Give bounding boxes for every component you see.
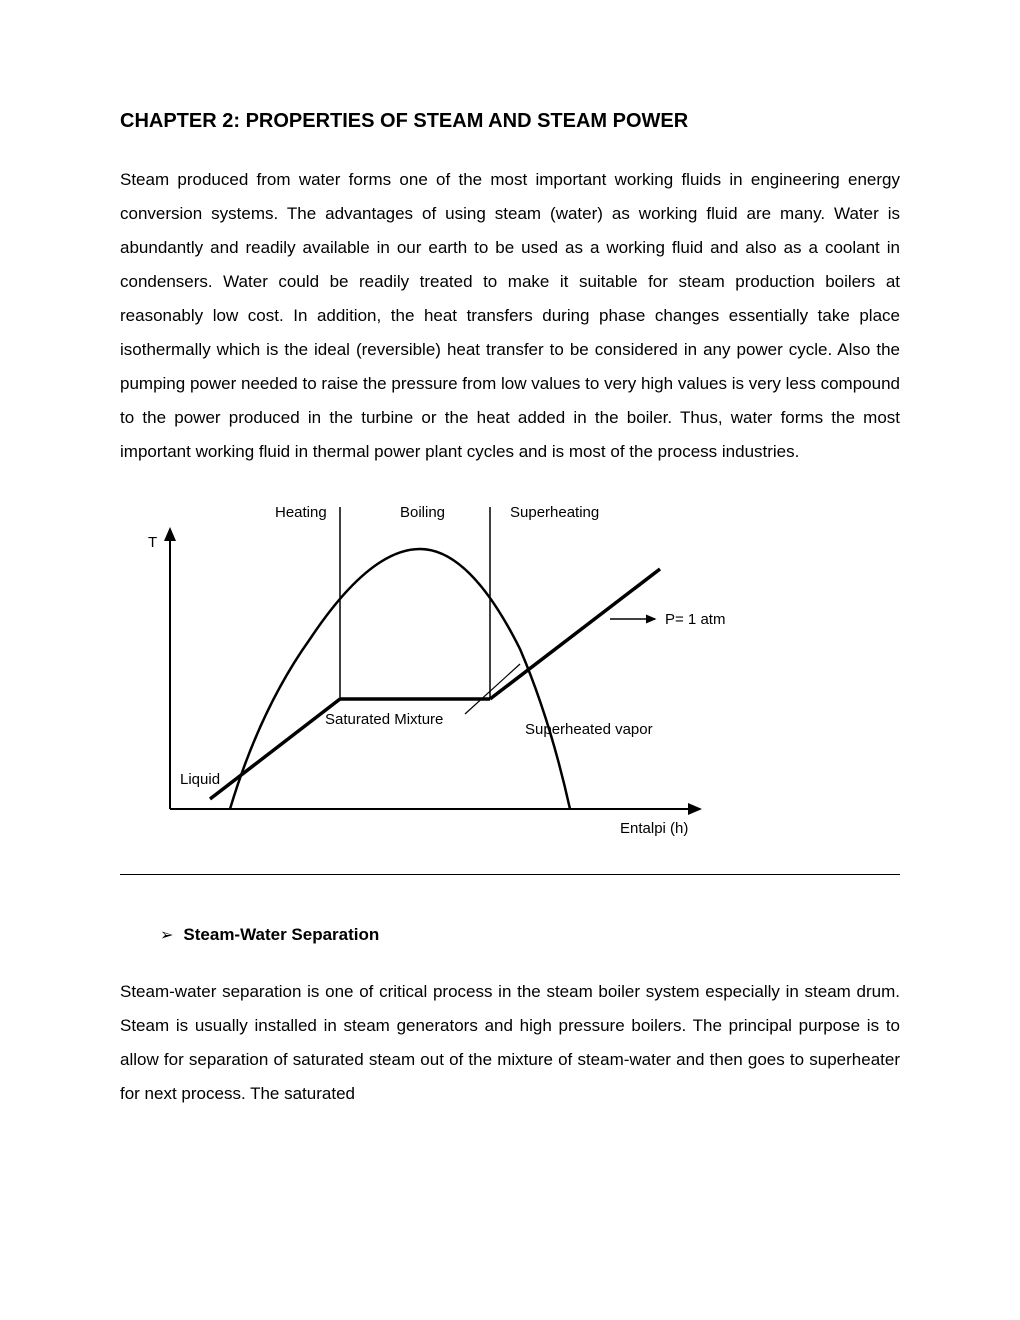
svg-text:Boiling: Boiling (400, 504, 445, 521)
paragraph-1: Steam produced from water forms one of t… (120, 163, 900, 469)
th-diagram: T Entalpi (h) Heating Boiling Superheating P=… (120, 489, 900, 864)
horizontal-rule (120, 874, 900, 875)
svg-text:Superheated vapor: Superheated vapor (525, 721, 653, 738)
svg-text:Superheating: Superheating (510, 504, 599, 521)
svg-text:T: T (148, 534, 157, 551)
bullet-item: ➢ Steam-Water Separation (160, 925, 900, 945)
chapter-title: CHAPTER 2: PROPERTIES OF STEAM AND STEAM… (120, 110, 900, 133)
document-page: CHAPTER 2: PROPERTIES OF STEAM AND STEAM… (0, 0, 1020, 1191)
paragraph-2: Steam-water separation is one of critica… (120, 975, 900, 1111)
svg-text:Entalpi (h): Entalpi (h) (620, 820, 688, 837)
bullet-text: Steam-Water Separation (183, 925, 379, 945)
svg-text:P= 1 atm: P= 1 atm (665, 611, 725, 628)
bullet-arrow-icon: ➢ (160, 925, 173, 945)
svg-text:Saturated Mixture: Saturated Mixture (325, 711, 443, 728)
svg-text:Liquid: Liquid (180, 771, 220, 788)
th-diagram-svg: T Entalpi (h) Heating Boiling Superheating P=… (120, 489, 740, 859)
svg-text:Heating: Heating (275, 504, 327, 521)
